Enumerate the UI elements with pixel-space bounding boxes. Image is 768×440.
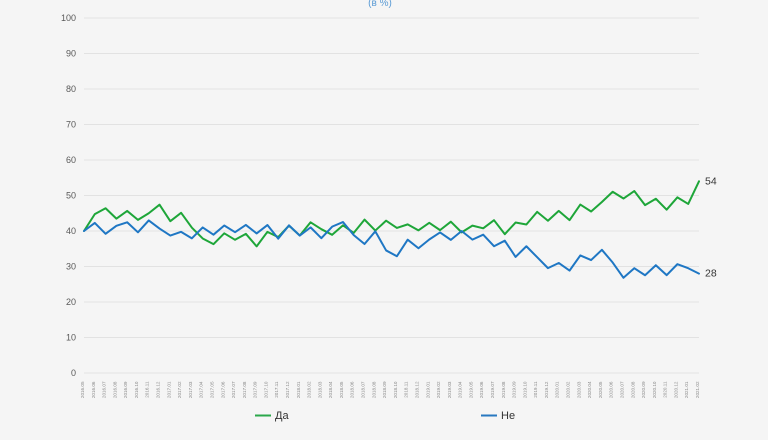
svg-text:2020.06: 2020.06	[609, 381, 614, 398]
svg-text:2017.05: 2017.05	[209, 381, 214, 398]
svg-text:2017.01: 2017.01	[166, 381, 171, 398]
svg-text:2016.12: 2016.12	[156, 381, 161, 398]
svg-text:2017.09: 2017.09	[253, 381, 258, 398]
svg-text:2020.03: 2020.03	[576, 381, 581, 398]
svg-text:2018.05: 2018.05	[339, 381, 344, 398]
svg-text:2020.10: 2020.10	[652, 381, 657, 398]
svg-text:0: 0	[71, 368, 76, 378]
svg-text:2017.03: 2017.03	[188, 381, 193, 398]
svg-text:2019.04: 2019.04	[458, 381, 463, 398]
svg-text:2017.10: 2017.10	[263, 381, 268, 398]
svg-text:2016.08: 2016.08	[112, 381, 117, 398]
svg-text:2016.06: 2016.06	[91, 381, 96, 398]
svg-text:2020.02: 2020.02	[566, 381, 571, 398]
svg-text:(в %): (в %)	[368, 0, 392, 9]
svg-text:100: 100	[61, 13, 76, 23]
svg-text:28: 28	[705, 268, 717, 280]
svg-text:90: 90	[66, 49, 76, 59]
svg-text:2021.02: 2021.02	[695, 381, 700, 398]
svg-text:2018.06: 2018.06	[350, 381, 355, 398]
svg-text:2019.08: 2019.08	[501, 381, 506, 398]
svg-text:2021.01: 2021.01	[684, 381, 689, 398]
svg-text:2020.01: 2020.01	[555, 381, 560, 398]
svg-text:54: 54	[705, 175, 717, 187]
svg-text:2016.09: 2016.09	[123, 381, 128, 398]
svg-text:2017.02: 2017.02	[177, 381, 182, 398]
svg-text:2018.02: 2018.02	[307, 381, 312, 398]
svg-text:2017.11: 2017.11	[274, 381, 279, 398]
svg-text:10: 10	[66, 333, 76, 343]
svg-text:Не: Не	[501, 410, 515, 422]
svg-text:2020.07: 2020.07	[619, 381, 624, 398]
svg-text:2017.07: 2017.07	[231, 381, 236, 398]
svg-text:2018.01: 2018.01	[296, 381, 301, 398]
svg-text:30: 30	[66, 262, 76, 272]
svg-text:2018.07: 2018.07	[361, 381, 366, 398]
svg-text:Да: Да	[275, 410, 289, 422]
svg-text:2018.09: 2018.09	[382, 381, 387, 398]
svg-text:50: 50	[66, 191, 76, 201]
svg-text:2019.10: 2019.10	[522, 381, 527, 398]
svg-text:2019.03: 2019.03	[447, 381, 452, 398]
svg-text:2018.10: 2018.10	[393, 381, 398, 398]
svg-text:2020.08: 2020.08	[630, 381, 635, 398]
svg-text:2018.04: 2018.04	[328, 381, 333, 398]
svg-text:2016.10: 2016.10	[134, 381, 139, 398]
svg-text:2018.03: 2018.03	[317, 381, 322, 398]
svg-text:2020.05: 2020.05	[598, 381, 603, 398]
svg-text:2019.09: 2019.09	[512, 381, 517, 398]
svg-text:2019.11: 2019.11	[533, 381, 538, 398]
svg-text:2020.11: 2020.11	[663, 381, 668, 398]
svg-text:2019.07: 2019.07	[490, 381, 495, 398]
svg-text:20: 20	[66, 297, 76, 307]
svg-text:2019.02: 2019.02	[436, 381, 441, 398]
svg-text:2020.12: 2020.12	[673, 381, 678, 398]
svg-text:2019.06: 2019.06	[479, 381, 484, 398]
svg-text:2019.05: 2019.05	[468, 381, 473, 398]
svg-text:2020.04: 2020.04	[587, 381, 592, 398]
svg-text:2017.08: 2017.08	[242, 381, 247, 398]
svg-text:2020.09: 2020.09	[641, 381, 646, 398]
svg-text:2018.08: 2018.08	[371, 381, 376, 398]
svg-text:60: 60	[66, 155, 76, 165]
svg-text:2019.01: 2019.01	[425, 381, 430, 398]
svg-text:40: 40	[66, 226, 76, 236]
svg-text:2017.12: 2017.12	[285, 381, 290, 398]
svg-text:2018.12: 2018.12	[414, 381, 419, 398]
svg-text:2018.11: 2018.11	[404, 381, 409, 398]
svg-text:2019.12: 2019.12	[544, 381, 549, 398]
svg-text:2016.11: 2016.11	[145, 381, 150, 398]
svg-text:2016.05: 2016.05	[80, 381, 85, 398]
svg-text:2017.06: 2017.06	[220, 381, 225, 398]
svg-text:2016.07: 2016.07	[102, 381, 107, 398]
svg-text:70: 70	[66, 120, 76, 130]
svg-text:80: 80	[66, 84, 76, 94]
svg-text:2017.04: 2017.04	[199, 381, 204, 398]
